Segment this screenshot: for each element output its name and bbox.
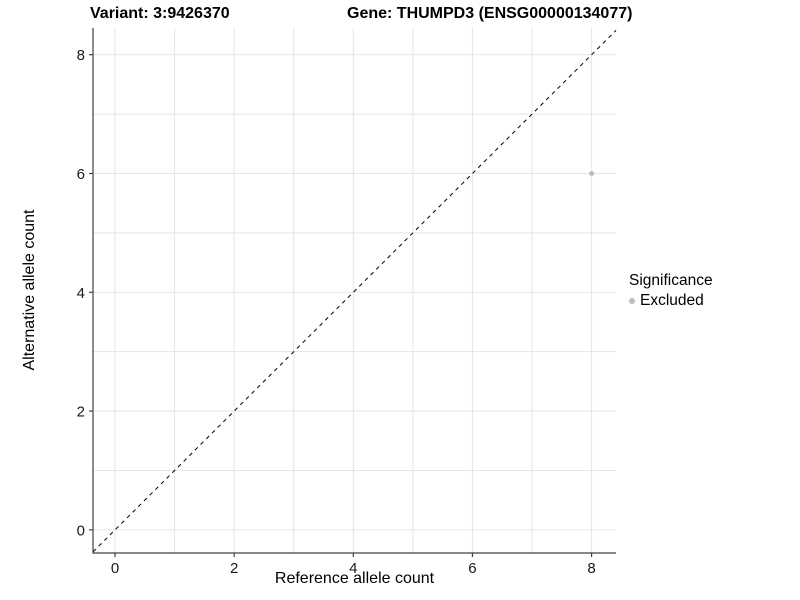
x-tick-label: 8 (587, 560, 595, 577)
legend: Significance Excluded (629, 272, 713, 310)
x-axis-title: Reference allele count (274, 570, 435, 587)
variant-title: Variant: 3:9426370 (90, 5, 230, 22)
y-tick-label: 8 (77, 47, 85, 64)
x-tick-label: 4 (349, 560, 357, 577)
y-tick-label: 6 (77, 166, 85, 183)
y-axis-title: Alternative allele count (21, 209, 38, 371)
y-tick-label: 4 (77, 285, 85, 302)
legend-dot-icon (629, 298, 635, 304)
y-tick-label: 2 (77, 404, 85, 421)
x-tick-label: 2 (230, 560, 238, 577)
data-point (589, 171, 595, 177)
x-tick-label: 0 (111, 560, 119, 577)
legend-item-excluded: Excluded (629, 292, 713, 310)
identity-dashed-line (92, 30, 617, 553)
x-tick-label: 6 (468, 560, 476, 577)
legend-item-label: Excluded (640, 292, 704, 309)
y-tick-label: 0 (77, 522, 85, 539)
gene-title: Gene: THUMPD3 (ENSG00000134077) (347, 5, 633, 22)
legend-title: Significance (629, 272, 713, 289)
